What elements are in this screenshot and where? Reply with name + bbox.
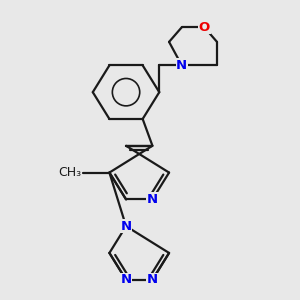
Text: N: N (147, 273, 158, 286)
Text: N: N (176, 59, 187, 72)
Text: O: O (199, 21, 210, 34)
Text: N: N (147, 193, 158, 206)
Text: CH₃: CH₃ (58, 166, 82, 179)
Text: N: N (121, 273, 132, 286)
Text: N: N (121, 220, 132, 233)
